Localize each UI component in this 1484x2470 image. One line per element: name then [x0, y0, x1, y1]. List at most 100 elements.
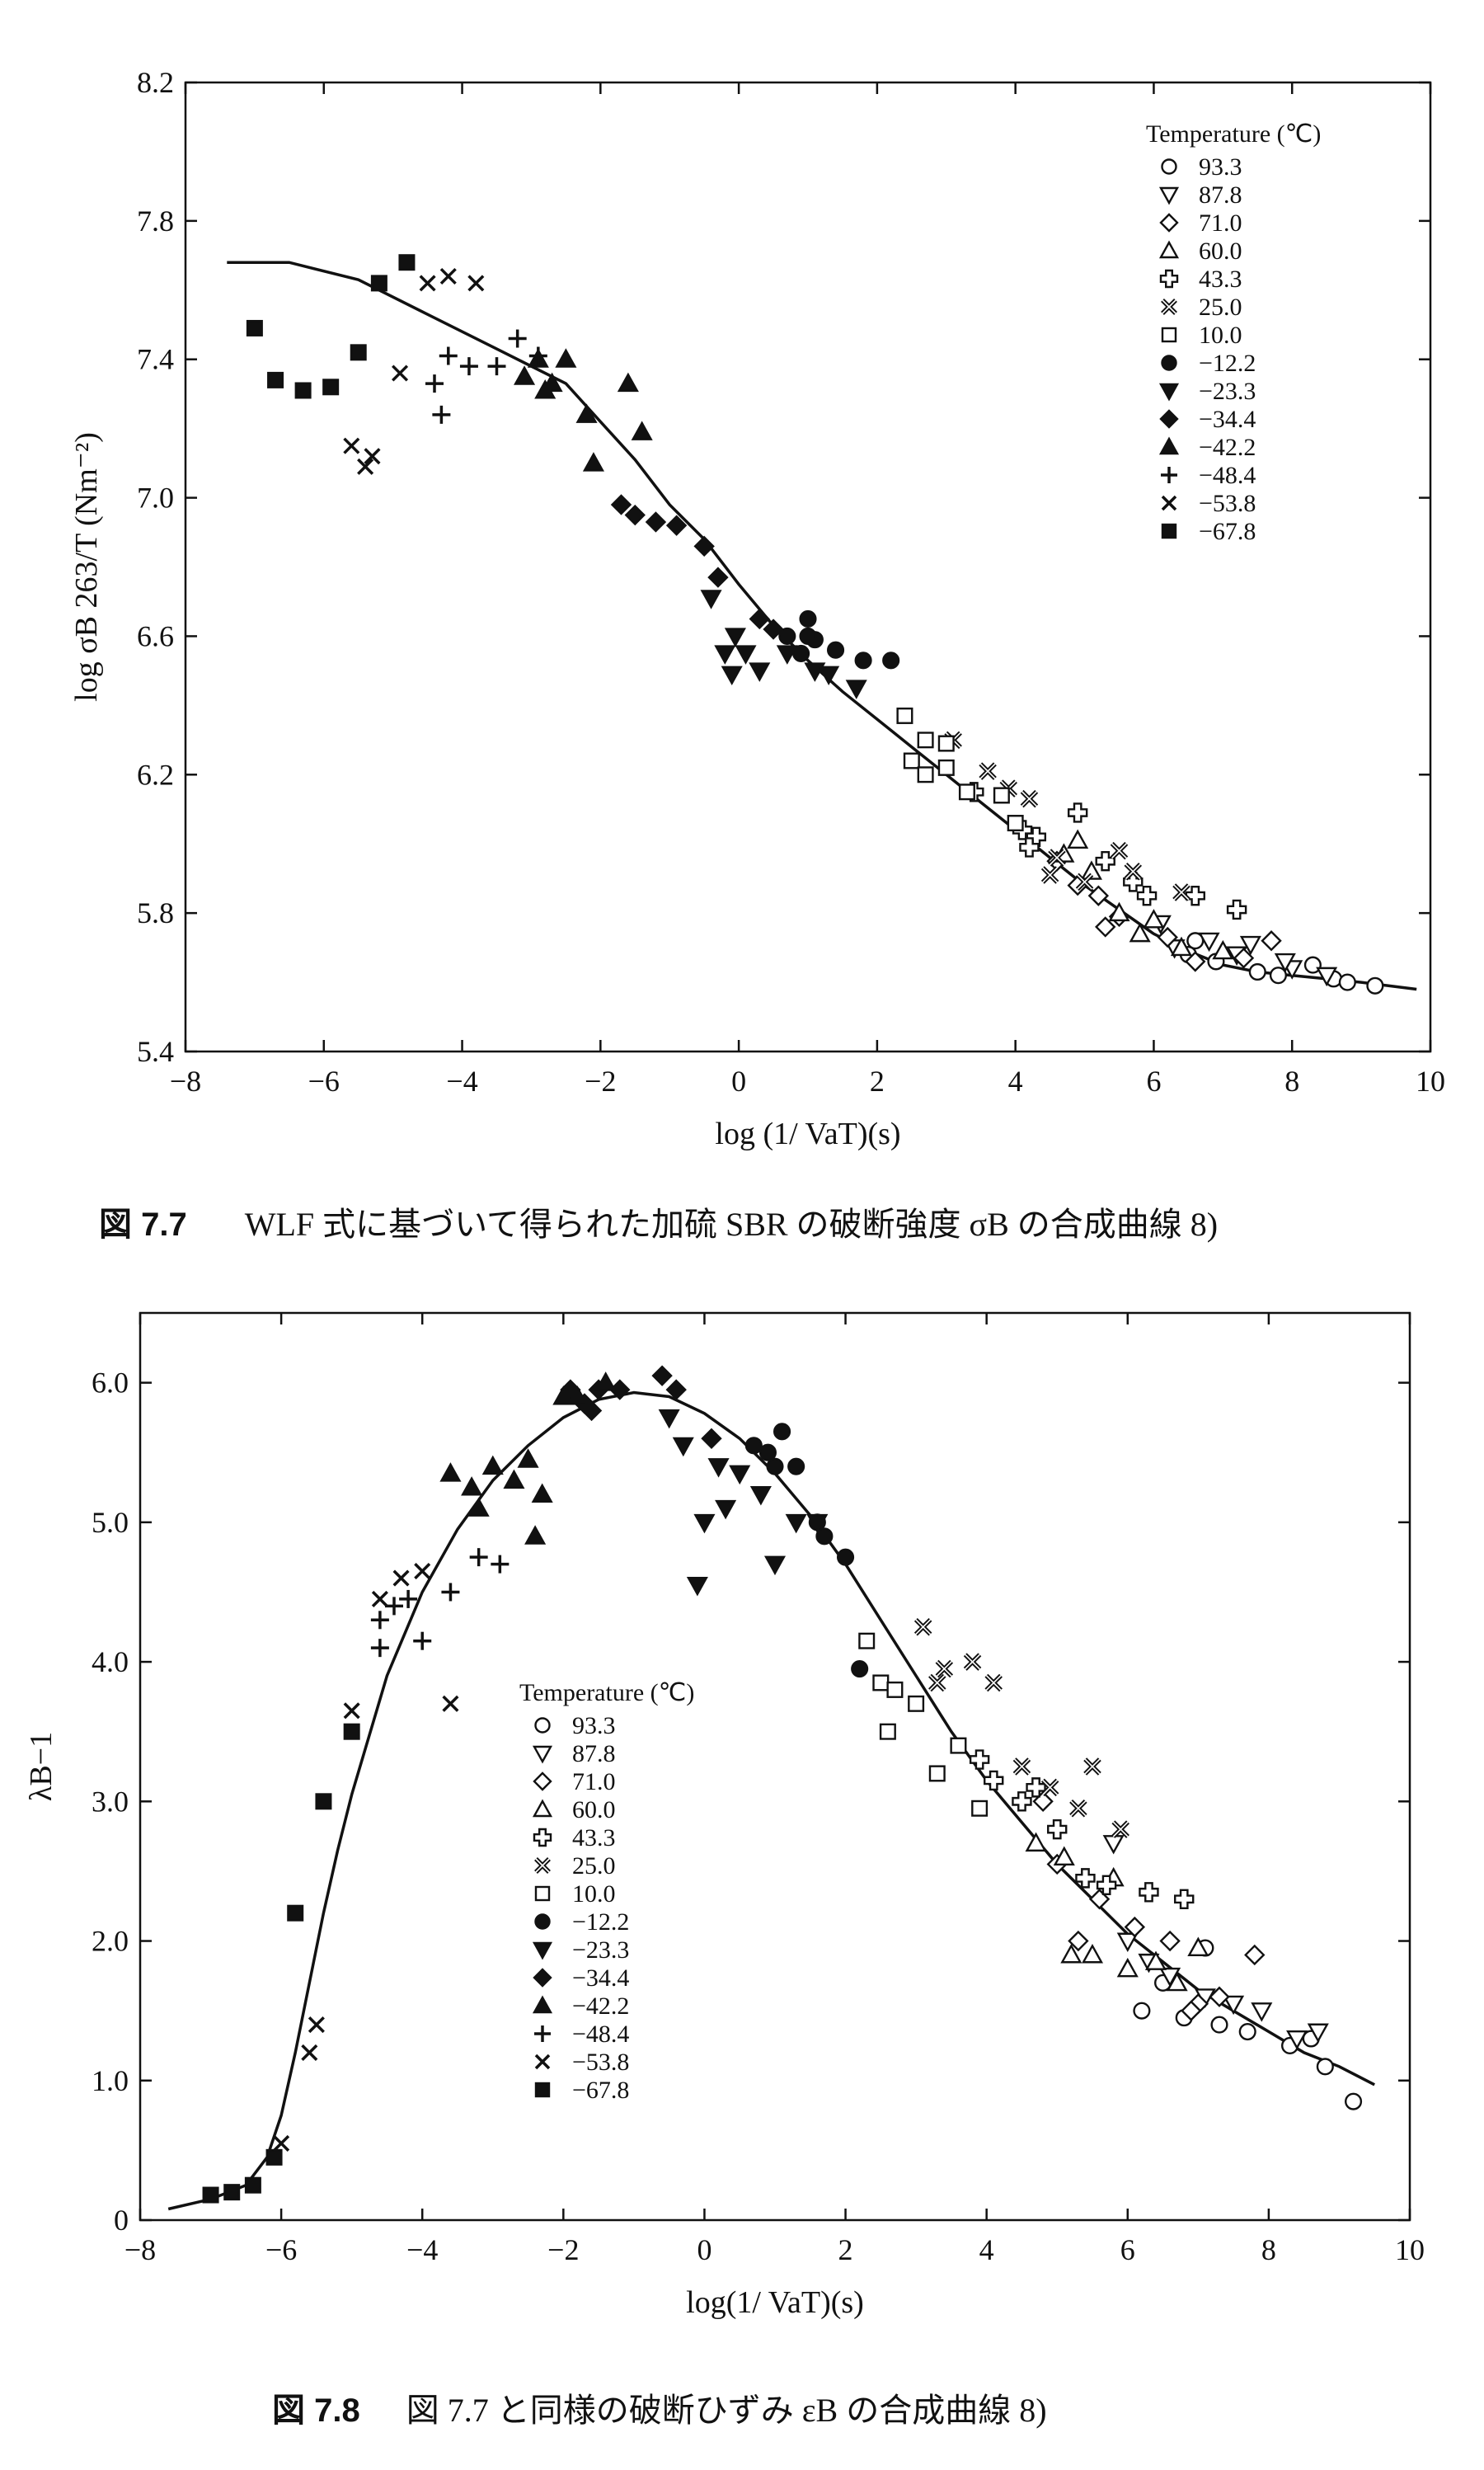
legend-label: −12.2: [1199, 350, 1256, 377]
x-tick-label: −2: [547, 2233, 579, 2266]
legend-marker: [532, 1799, 553, 1818]
data-point: [1111, 1820, 1129, 1838]
y-tick-label: 2.0: [92, 1925, 129, 1958]
data-point: [1144, 1950, 1167, 1970]
data-point: [1212, 939, 1234, 960]
data-point: [700, 590, 722, 609]
data-point: [371, 1590, 388, 1607]
legend-label: 71.0: [1199, 209, 1242, 237]
legend-label: −53.8: [1199, 490, 1256, 517]
data-point: [1226, 899, 1247, 920]
data-point: [624, 504, 646, 526]
data-point: [1238, 2022, 1256, 2041]
figure-label-7-8: 図 7.8: [272, 2392, 360, 2429]
data-point: [1007, 815, 1024, 832]
data-point: [287, 1904, 304, 1922]
y-tick-label: 5.4: [137, 1035, 174, 1068]
data-point: [937, 759, 955, 776]
data-point: [481, 1455, 504, 1475]
data-point: [1303, 956, 1322, 974]
data-point: [370, 275, 387, 292]
data-point: [514, 365, 536, 385]
chart-fig-7-8: −8 −6 −4 −2 0 2 4 6 8 10 0 1.0 2.0 3.0 4.0 5.0 6.0 log(1/…: [24, 1311, 1425, 2320]
data-point: [928, 1673, 946, 1692]
data-point: [1286, 2030, 1308, 2050]
data-point: [886, 1681, 904, 1698]
data-point: [413, 1631, 432, 1650]
data-point: [425, 374, 444, 393]
data-point: [508, 329, 527, 348]
data-point: [491, 1555, 510, 1574]
data-point: [1095, 916, 1116, 938]
data-point: [735, 645, 757, 665]
data-point: [308, 2016, 325, 2034]
data-point: [399, 1589, 418, 1608]
data-point: [724, 628, 746, 647]
y-tick-label: 6.6: [137, 619, 174, 652]
data-point: [582, 452, 604, 472]
data-point: [1067, 802, 1088, 823]
data-point: [534, 379, 556, 399]
data-point: [799, 609, 817, 628]
legend-label: 87.8: [572, 1740, 616, 1767]
data-point: [651, 1365, 673, 1386]
legend-marker: [534, 2025, 551, 2042]
data-point: [827, 641, 845, 659]
data-point: [749, 1485, 772, 1506]
caption-text-7-7: WLF 式に基づいて得られた加硫 SBR の破断強度 σB の合成曲線 8): [244, 1206, 1219, 1243]
data-point: [1129, 922, 1151, 943]
data-point: [1233, 947, 1255, 969]
legend-marker: [534, 1717, 551, 1734]
x-axis-label: log (1/ VaT)(s): [715, 1117, 900, 1151]
data-point: [715, 1499, 737, 1520]
data-point: [984, 1673, 1003, 1692]
data-point: [552, 1386, 575, 1405]
data-point: [1251, 2002, 1273, 2022]
data-point: [1108, 901, 1130, 922]
data-point: [392, 365, 409, 382]
data-point: [294, 382, 312, 399]
data-point: [524, 1525, 547, 1545]
data-point: [350, 344, 367, 361]
legend-marker: [1159, 269, 1179, 289]
data-point: [1244, 1944, 1266, 1966]
data-point: [370, 1639, 389, 1658]
plot-frame: [184, 81, 1432, 1053]
data-point: [744, 1437, 763, 1455]
legend-label: 71.0: [572, 1768, 616, 1795]
x-tick-label: 0: [731, 1065, 746, 1098]
data-point: [1048, 849, 1066, 867]
figure-label-7-7: 図 7.7: [99, 1207, 187, 1243]
data-point: [971, 1800, 989, 1817]
x-tick-label: 4: [979, 2233, 994, 2266]
data-point: [1124, 1916, 1146, 1938]
data-point: [1174, 1889, 1195, 1909]
legend-marker: [534, 2082, 551, 2098]
data-point: [617, 372, 639, 393]
data-point: [1198, 932, 1220, 953]
data-point: [1239, 935, 1261, 956]
data-point: [414, 1563, 431, 1580]
x-tick-label: 4: [1008, 1065, 1023, 1098]
data-point: [531, 1483, 553, 1503]
data-point: [963, 1653, 982, 1671]
legend-label: −34.4: [572, 1964, 629, 1992]
data-point: [364, 448, 381, 465]
data-point: [1274, 953, 1296, 973]
data-point: [1087, 885, 1110, 906]
legend-title: Temperature (℃): [1146, 120, 1321, 148]
data-point: [398, 254, 416, 271]
data-point: [1012, 1791, 1032, 1812]
legend-label: 43.3: [572, 1824, 616, 1851]
data-point: [937, 735, 955, 752]
data-point: [1026, 826, 1047, 848]
data-point: [1316, 2058, 1334, 2076]
data-point: [707, 567, 729, 588]
legend-marker: [1161, 467, 1177, 483]
chart-fig-7-7: −8 −6 −4 −2 0 2 4 6 8 10 5.4 5.8 6.2 6.6 7.0 7.4 7.8 8.2 l…: [69, 66, 1445, 1151]
data-point: [787, 1457, 805, 1475]
legend-marker: [1161, 327, 1177, 343]
y-tick-label: 1.0: [92, 2064, 129, 2097]
data-point: [1338, 973, 1356, 991]
